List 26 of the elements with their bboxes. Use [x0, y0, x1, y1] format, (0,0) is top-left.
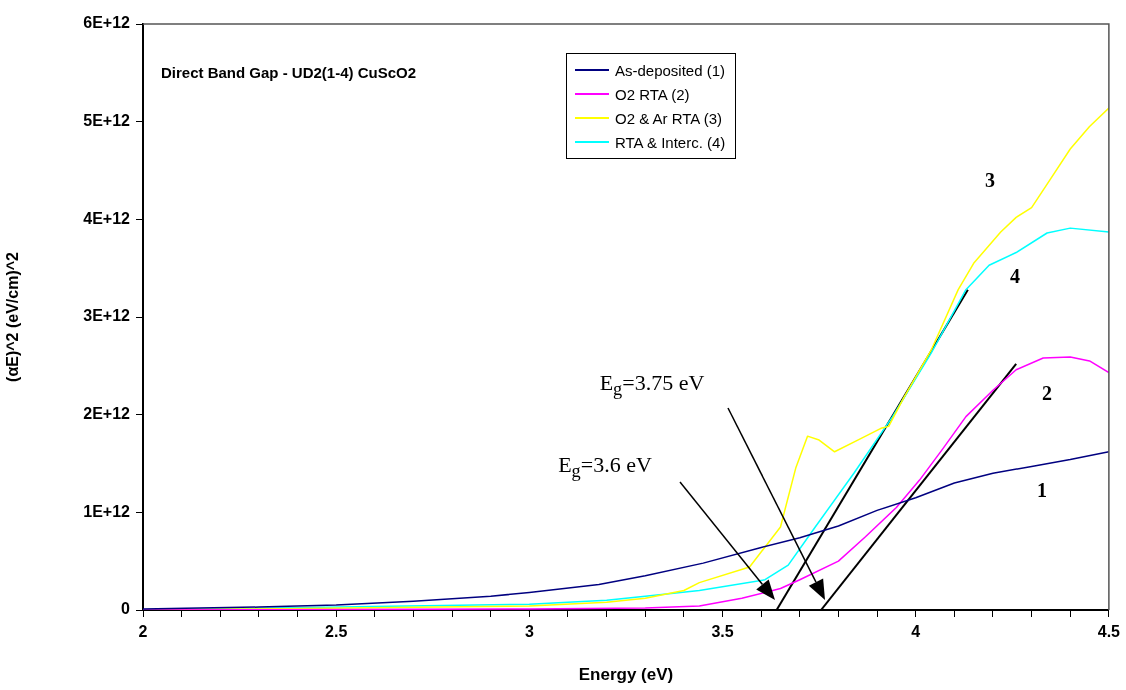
annotation: 3: [985, 169, 995, 191]
x-tick-label: 4.5: [1097, 623, 1121, 641]
annotation: 2: [1042, 382, 1052, 404]
x-tick-label: 4: [911, 623, 921, 641]
y-tick-label: 1E+12: [83, 502, 131, 520]
y-tick-label: 3E+12: [83, 307, 131, 325]
y-tick-label: 6E+12: [83, 14, 131, 32]
legend-label: O2 & Ar RTA (3): [615, 109, 722, 127]
y-tick-label: 4E+12: [83, 209, 131, 227]
x-axis-title: Energy (eV): [578, 665, 674, 685]
y-tick-label: 2E+12: [83, 405, 131, 423]
annotation: E$_{g}$=3.75 eV: [599, 369, 705, 400]
legend-label: RTA & Interc. (4): [615, 133, 726, 151]
y-axis-title: (αE)^2 (eV/cm)^2: [4, 251, 22, 382]
x-tick-label: 3: [524, 623, 534, 641]
text: Direct Band Gap - UD2(1-4) CuScO2: [161, 64, 417, 82]
x-tick-label: 3.5: [711, 623, 734, 641]
x-tick-label: 2: [138, 623, 148, 641]
y-tick-label: 0: [121, 600, 131, 618]
legend-label: As-deposited (1): [615, 61, 726, 79]
annotation: 4: [1010, 265, 1020, 287]
annotation: E$_{g}$=3.6 eV: [558, 451, 652, 482]
y-tick-label: 5E+12: [83, 112, 131, 130]
legend-label: O2 RTA (2): [615, 85, 690, 103]
annotation: 1: [1037, 479, 1047, 501]
x-tick-label: 2.5: [325, 623, 348, 641]
